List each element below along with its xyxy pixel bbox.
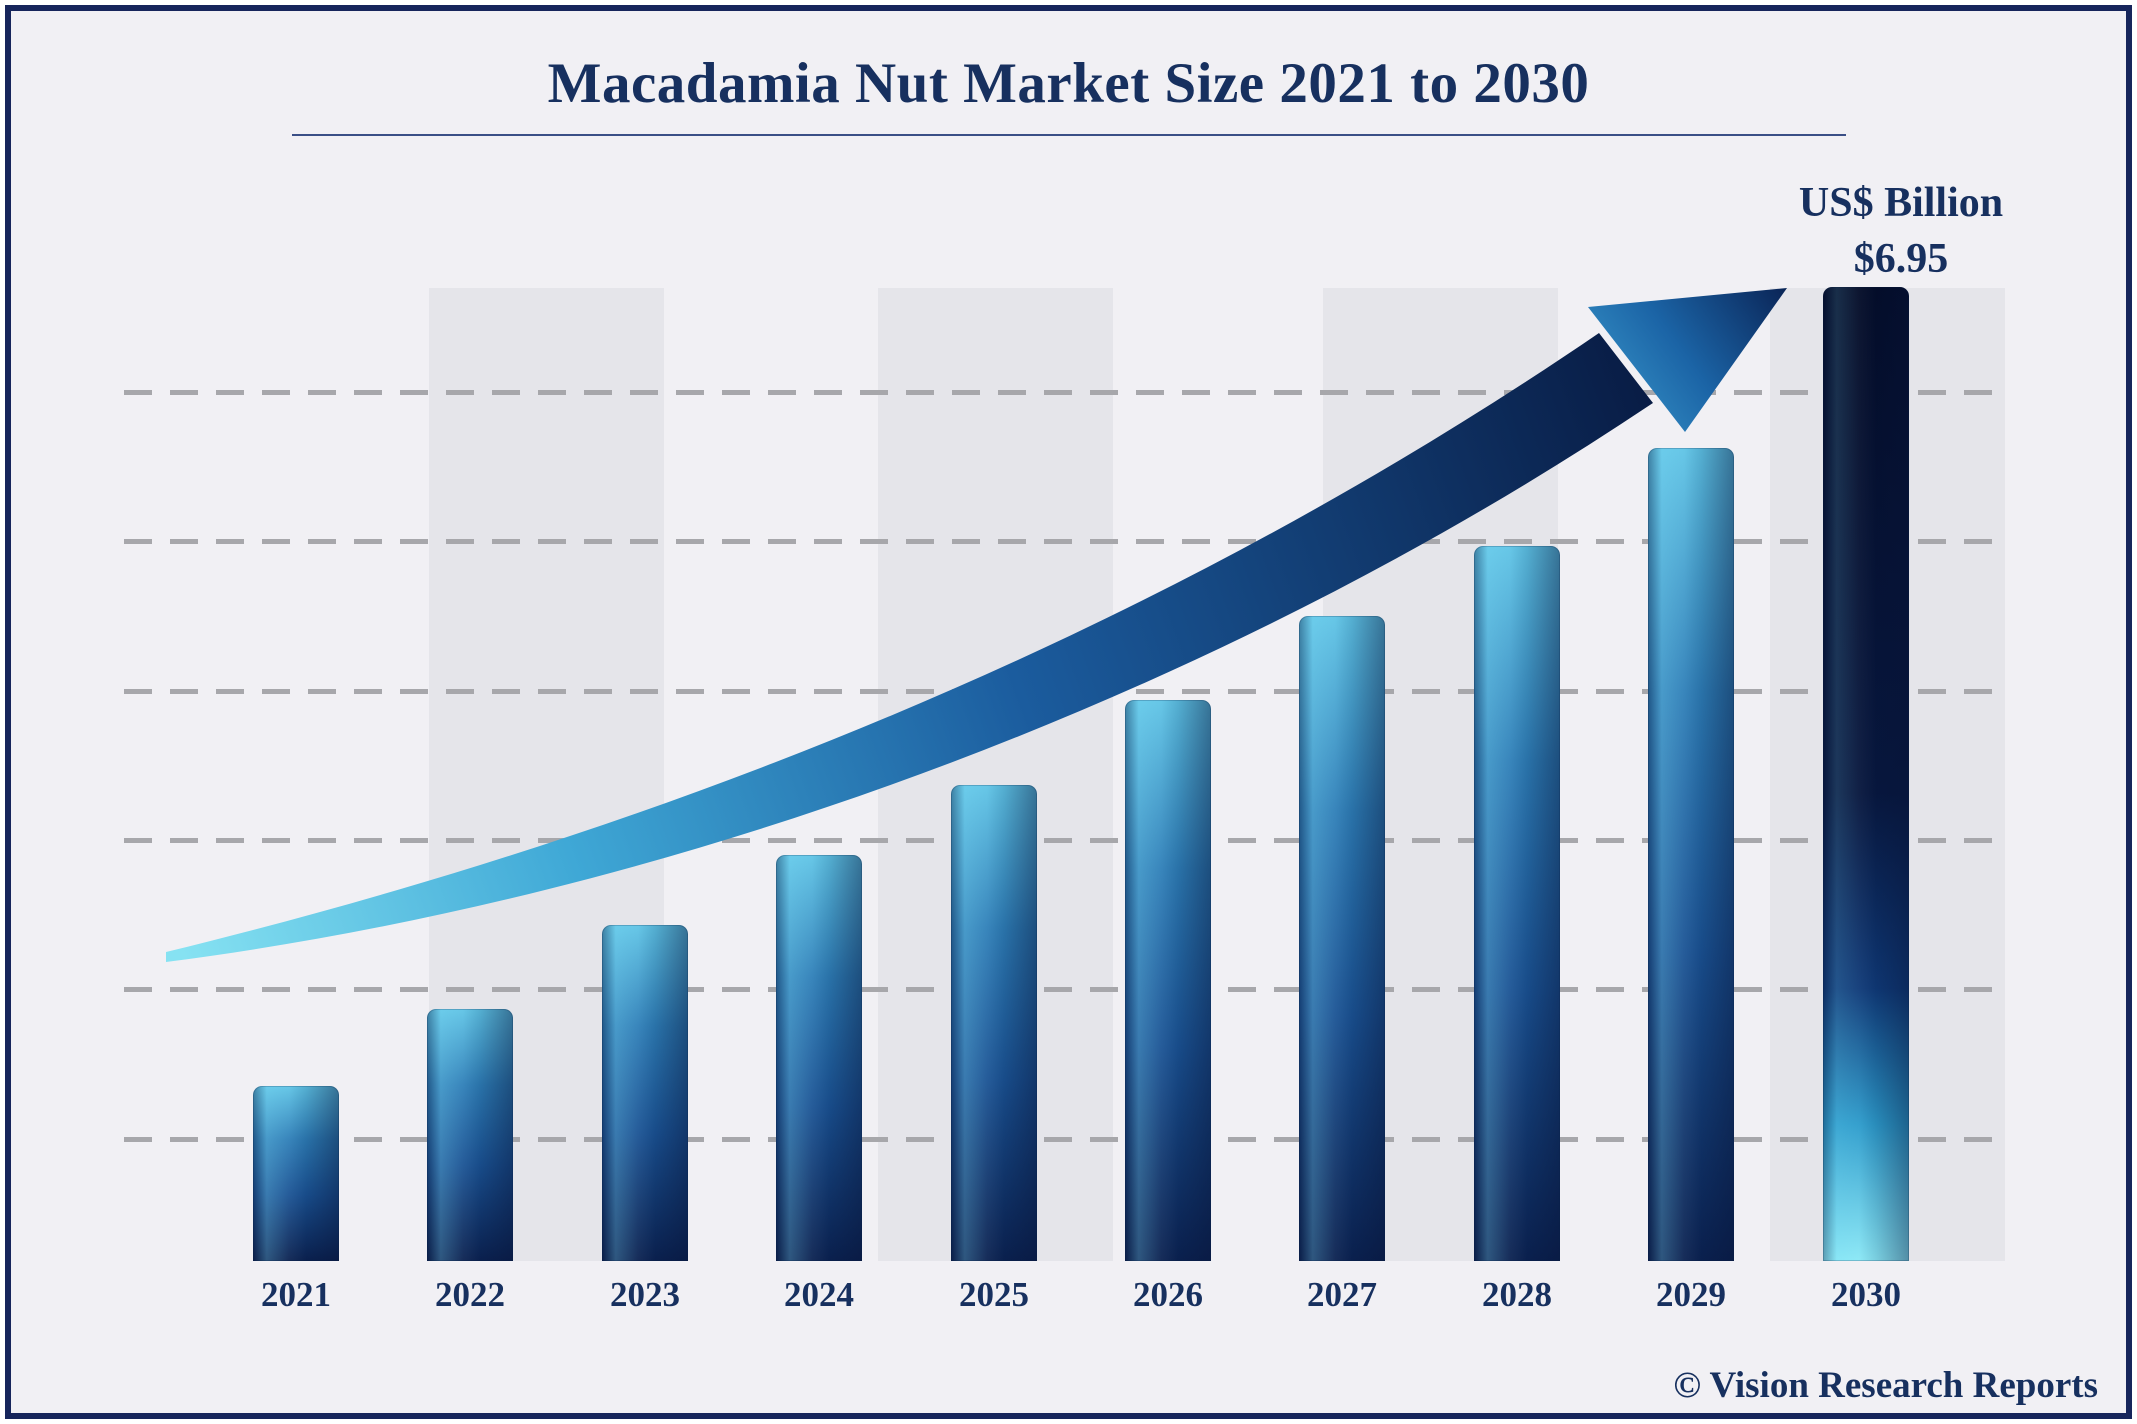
bar-2030 (1823, 287, 1909, 1261)
bar-2025 (951, 785, 1037, 1261)
bar-2023 (602, 925, 688, 1261)
x-axis-label-2027: 2027 (1307, 1275, 1377, 1314)
x-axis-label-2030: 2030 (1831, 1275, 1901, 1314)
x-axis-label-2024: 2024 (784, 1275, 854, 1314)
unit-label: US$ Billion (1798, 180, 2004, 226)
x-axis-label-2022: 2022 (435, 1275, 505, 1314)
copyright-footer: © Vision Research Reports (1673, 1365, 2098, 1406)
chart-frame: 2021 2022 2023 2024 2025 2026 2027 2028 2029 2030 (5, 5, 2132, 1419)
x-axis-label-2021: 2021 (261, 1275, 331, 1314)
x-axis-label-2029: 2029 (1656, 1275, 1726, 1314)
title-underline (291, 134, 1846, 136)
x-axis-label-2026: 2026 (1133, 1275, 1203, 1314)
gridline (124, 987, 2002, 992)
x-axis-label-2023: 2023 (610, 1275, 680, 1314)
bar-2029 (1648, 448, 1734, 1261)
bar-2021 (253, 1086, 339, 1261)
bar-2022 (427, 1009, 513, 1261)
x-axis-label-2025: 2025 (959, 1275, 1029, 1314)
bar-2028 (1474, 546, 1560, 1261)
bar-2024 (776, 855, 862, 1261)
chart-title: Macadamia Nut Market Size 2021 to 2030 (547, 52, 1590, 115)
gridline (124, 1137, 2002, 1142)
bar-2027 (1299, 616, 1385, 1261)
value-label-2030: $6.95 (1853, 236, 1949, 282)
x-axis-label-2028: 2028 (1482, 1275, 1552, 1314)
bar-2026 (1125, 700, 1211, 1261)
